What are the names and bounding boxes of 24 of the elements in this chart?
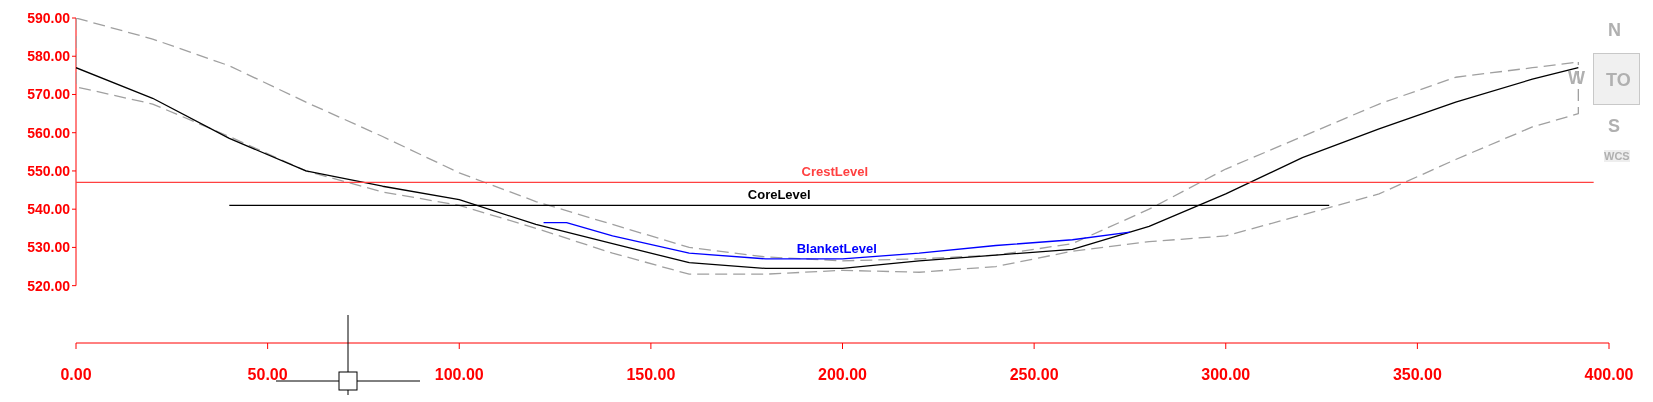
y-tick-label: 520.00 [27,277,71,294]
y-tick-label: 590.00 [27,9,71,26]
series-label: BlanketLevel [796,240,877,256]
x-tick-label: 100.00 [434,366,484,384]
y-tick-label: 560.00 [27,124,71,141]
x-tick-label: 400.00 [1584,366,1634,384]
x-tick-label: 250.00 [1009,366,1059,384]
x-tick-label: 350.00 [1392,366,1442,384]
annotation: WCS [1604,150,1630,162]
annotation: TO [1606,70,1631,91]
x-tick-label: 200.00 [818,366,868,384]
series-label: CoreLevel [747,187,811,203]
x-tick-label: 150.00 [626,366,676,384]
series-label: CrestLevel [801,164,869,180]
y-tick-label: 530.00 [27,239,71,256]
x-tick-label: 300.00 [1201,366,1251,384]
y-tick-label: 570.00 [27,86,71,103]
x-tick-label: 50.00 [247,366,288,384]
y-tick-label: 540.00 [27,201,71,218]
x-tick-label: 0.00 [60,366,92,384]
y-tick-label: 550.00 [27,162,71,179]
annotation: N [1608,20,1621,41]
y-tick-label: 580.00 [27,48,71,65]
annotation: S [1608,116,1621,137]
